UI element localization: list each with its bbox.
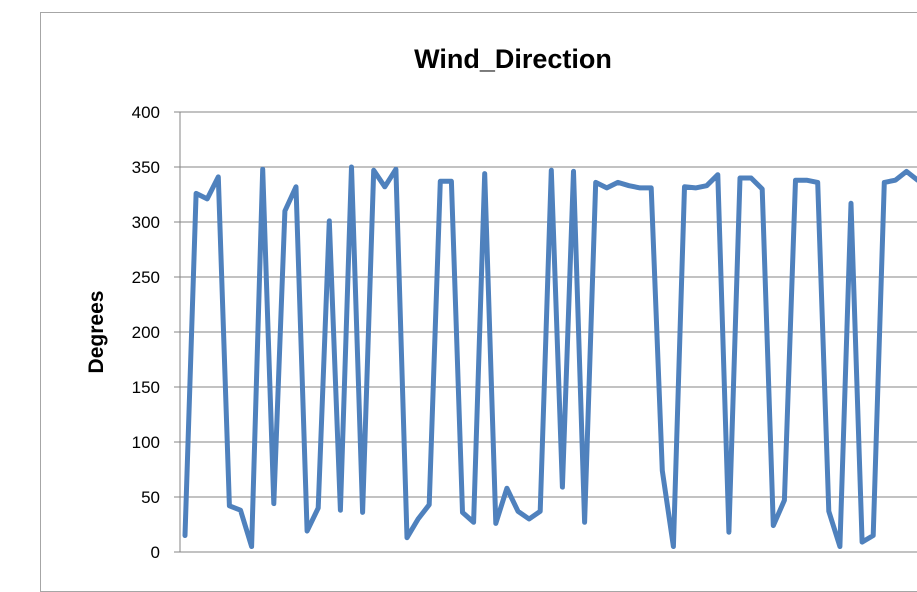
y-tick-label: 250 <box>132 268 160 287</box>
y-tick-label: 100 <box>132 433 160 452</box>
y-tick-label: 400 <box>132 103 160 122</box>
y-tick-label: 150 <box>132 378 160 397</box>
y-tick-label: 50 <box>141 488 160 507</box>
y-tick-labels: 0 50 100 150 200 250 300 350 400 <box>132 103 160 562</box>
y-tick-label: 200 <box>132 323 160 342</box>
y-tick-label: 350 <box>132 158 160 177</box>
series-group <box>185 167 917 547</box>
chart-title: Wind_Direction <box>414 44 612 74</box>
y-tick-label: 300 <box>132 213 160 232</box>
y-tick-label: 0 <box>151 543 160 562</box>
y-axis-label: Degrees <box>85 291 108 374</box>
series-line <box>185 167 917 547</box>
